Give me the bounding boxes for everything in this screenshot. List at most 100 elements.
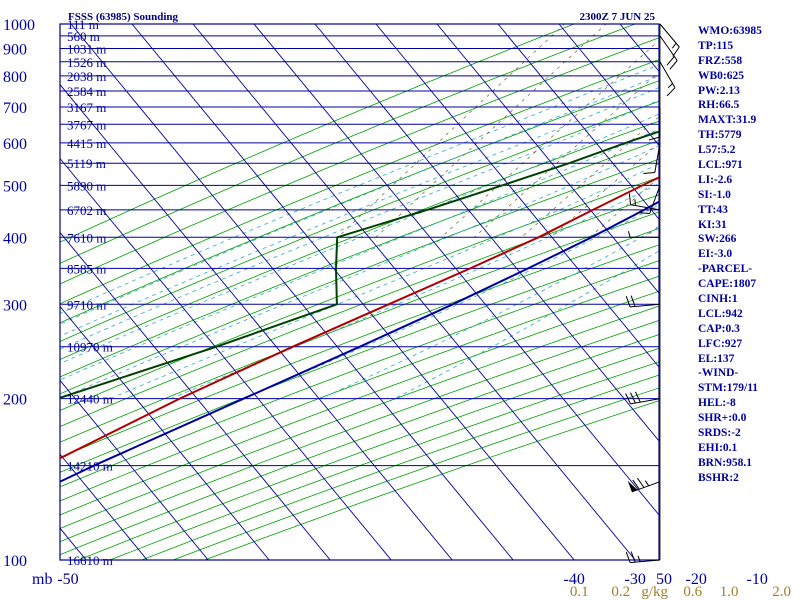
pressure-tick-label: 100 — [3, 553, 27, 570]
height-label: 16610 m — [67, 553, 113, 568]
height-label: 2038 m — [67, 69, 106, 84]
wind-barb — [625, 295, 661, 308]
height-label: 1526 m — [67, 55, 106, 70]
mixing-ratio-label: 0.2 — [611, 584, 630, 600]
pressure-tick-label: 400 — [3, 230, 27, 247]
wind-barb-flag — [630, 551, 636, 563]
wind-barb-staff — [659, 23, 680, 48]
moist-adiabat-line — [60, 128, 659, 381]
wind-barb — [627, 477, 661, 493]
wind-barb — [659, 61, 676, 97]
height-label: 5890 m — [67, 178, 106, 193]
wind-barb-staff — [630, 398, 661, 405]
isotherm-line — [60, 231, 331, 560]
wind-barb-staff — [630, 303, 661, 308]
dry-adiabat-line — [60, 120, 659, 360]
wind-barb — [628, 193, 661, 211]
isotherm-line — [60, 453, 148, 560]
dry-adiabat-line — [60, 176, 659, 411]
dry-adiabat-line — [60, 37, 659, 285]
mixing-ratio-lines — [337, 24, 659, 238]
isotherm-line — [436, 24, 659, 294]
moist-adiabat-line — [60, 113, 659, 365]
index-item: TH:5779 — [698, 129, 742, 142]
index-item: KI:31 — [698, 218, 727, 231]
height-label: 10970 m — [67, 340, 113, 355]
temperature-tick-label: 50 — [656, 571, 672, 588]
index-item: LI:-2.6 — [698, 173, 733, 186]
wind-barb — [643, 142, 661, 174]
mixing-ratio-label: 0.1 — [570, 584, 589, 600]
wind-barb-half-flag — [671, 42, 677, 49]
index-item: LCL:942 — [698, 307, 743, 320]
isotherm-line — [70, 24, 514, 560]
moist-adiabat-line — [60, 64, 659, 314]
temperature-profile — [60, 176, 659, 460]
sounding-indices: WMO:63985 TP:115 FRZ:558 WB0:625 PW:2.13 RH:6… — [698, 24, 798, 486]
wind-barb-staff — [659, 61, 676, 89]
wind-barb-flag — [625, 393, 631, 405]
dry-adiabat-line — [60, 244, 659, 473]
mixing-ratio-line — [375, 24, 607, 238]
mixing-ratio-line — [521, 116, 659, 238]
wind-barb-staff — [649, 185, 661, 214]
height-label: 4415 m — [67, 136, 106, 151]
index-item: WMO:63985 — [698, 25, 762, 37]
dewpoint-profile — [60, 130, 659, 399]
dry-adiabat-line — [60, 305, 659, 529]
index-item: PW:2.13 — [698, 84, 740, 97]
height-label: 12440 m — [67, 392, 113, 407]
dry-adiabat-line — [60, 194, 659, 427]
wind-barb-flag — [666, 56, 675, 66]
height-label: 3767 m — [67, 117, 106, 132]
index-item: WB0:625 — [698, 69, 744, 82]
index-item: SI:-1.0 — [698, 188, 731, 201]
wind-barb-flag — [625, 296, 631, 308]
wind-barb-half-flag — [628, 231, 631, 238]
moist-adiabats — [60, 64, 659, 399]
moist-adiabat-line — [60, 99, 659, 350]
index-item: LCL:971 — [698, 159, 743, 172]
dry-adiabat-line — [109, 361, 659, 560]
index-item: CAP:0.3 — [698, 322, 740, 335]
wind-barb — [659, 23, 680, 57]
wind-barb-half-flag — [667, 83, 673, 89]
index-item: LFC:927 — [698, 337, 743, 350]
isotherms — [60, 24, 659, 560]
parcel-profile — [60, 200, 659, 483]
pressure-tick-label: 500 — [3, 178, 27, 195]
moist-adiabat-line — [320, 226, 659, 399]
index-item: -PARCEL- — [698, 263, 753, 276]
pressure-tick-label: 800 — [3, 69, 27, 86]
wind-barb-staff — [659, 35, 678, 61]
mixing-ratio-line — [473, 71, 659, 238]
wind-barb-pennant — [627, 480, 638, 492]
wind-barb-flag — [630, 295, 636, 307]
wind-barb — [628, 231, 660, 238]
isotherm-line — [60, 379, 209, 560]
mixing-ratio-label: 2.0 — [772, 584, 791, 600]
index-item: SHR+:0.0 — [698, 412, 747, 425]
wind-barb-staff — [630, 204, 661, 211]
height-label: 7610 m — [67, 230, 106, 245]
wind-barb-flag — [643, 172, 655, 174]
index-item: CINH:1 — [698, 293, 738, 306]
index-item: -WIND- — [698, 367, 739, 380]
pressure-tick-label: 200 — [3, 392, 27, 409]
station-title: FSSS (63985) Sounding — [68, 11, 179, 23]
x-unit-label: mb — [32, 571, 52, 588]
isotherm-line — [497, 24, 659, 220]
isotherm-line — [375, 24, 659, 368]
mixing-ratio-unit: g/kg — [641, 584, 668, 600]
wind-barb — [638, 185, 661, 214]
wind-barb-flag — [636, 477, 645, 488]
wind-barbs — [625, 23, 680, 564]
pressure-tick-label: 300 — [3, 297, 27, 314]
index-item: SW:266 — [698, 233, 737, 246]
mixing-ratio-label: 1.0 — [720, 584, 739, 600]
index-item: TP:115 — [698, 39, 734, 52]
isotherm-line — [60, 157, 392, 560]
index-item: FRZ:558 — [698, 54, 743, 67]
valid-time: 2300Z 7 JUN 25 — [580, 11, 656, 23]
